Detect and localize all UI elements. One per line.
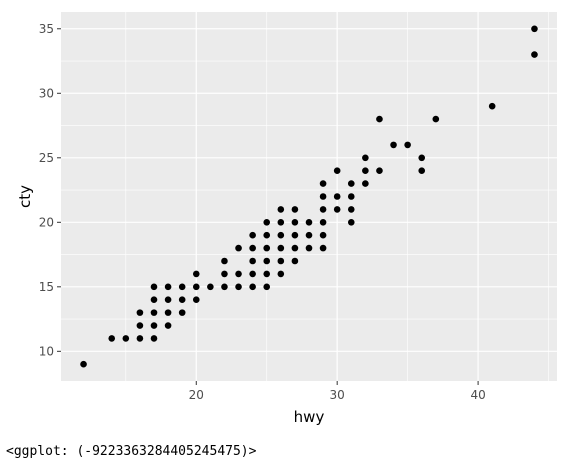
data-point [150,309,158,316]
data-points [80,25,538,368]
data-point [164,283,172,291]
data-point [404,141,411,149]
data-point [80,360,87,368]
data-point [376,167,383,174]
data-point [263,257,271,265]
data-point [136,309,144,316]
data-point [192,270,200,278]
data-point [319,193,327,200]
data-point [150,335,158,342]
data-point [319,206,327,213]
data-point [263,270,271,278]
data-point [319,231,327,239]
ggplot-repr-output: <ggplot: (-9223363284405245475)> [6,444,257,459]
data-point [178,309,186,316]
data-point [221,283,228,291]
data-point [488,102,496,110]
data-point [249,244,256,252]
data-point [277,231,285,239]
y-tick-label: 15 [39,280,54,294]
data-point [150,322,158,329]
data-point [235,283,242,291]
data-point [319,244,327,252]
y-tick-label: 30 [39,86,54,100]
y-axis-title: cty [16,185,34,208]
data-point [432,115,440,123]
data-point [319,219,327,226]
data-point [291,231,299,239]
data-point [164,322,172,329]
data-point [376,115,383,123]
data-point [531,25,538,33]
x-tick-label: 40 [470,388,485,402]
data-point [277,257,285,265]
data-point [221,270,228,278]
data-point [362,154,369,162]
data-point [277,270,285,278]
data-point [390,141,397,149]
data-point [249,231,256,239]
y-tick-label: 20 [39,215,54,229]
data-point [291,244,299,252]
x-axis-title: hwy [294,408,325,426]
data-point [333,193,341,200]
x-tick-label: 20 [189,388,204,402]
y-tick-label: 35 [39,22,54,36]
y-axis-ticks: 10 15 20 25 30 35 [39,22,61,358]
data-point [277,244,285,252]
data-point [277,219,285,226]
data-point [136,335,144,342]
data-point [347,206,355,213]
data-point [178,283,186,291]
minor-gridlines [61,12,557,381]
data-point [333,167,341,174]
data-point [263,244,271,252]
data-point [263,231,271,239]
y-tick-label: 10 [39,344,54,358]
data-point [305,231,313,239]
data-point [418,154,426,162]
scatter-plot: 20 30 40 10 15 20 25 30 35 hwy cty [16,12,557,426]
data-point [347,180,355,187]
data-point [305,244,313,252]
data-point [150,283,158,291]
data-point [291,206,299,213]
data-point [192,296,200,304]
y-tick-label: 25 [39,151,54,165]
data-point [178,296,186,304]
major-gridlines [61,12,557,381]
data-point [319,180,327,187]
data-point [347,219,355,226]
data-point [362,167,369,174]
data-point [207,283,214,291]
x-axis-ticks: 20 30 40 [189,381,486,402]
data-point [164,309,172,316]
data-point [122,335,130,342]
data-point [291,219,299,226]
data-point [249,270,256,278]
data-point [136,322,144,329]
plot-panel [61,12,557,381]
data-point [291,257,299,265]
x-tick-label: 30 [330,388,345,402]
data-point [164,296,172,304]
data-point [305,219,313,226]
data-point [235,244,242,252]
data-point [249,283,256,291]
data-point [263,219,271,226]
data-point [418,167,426,174]
data-point [192,283,200,291]
data-point [333,206,341,213]
data-point [108,335,116,342]
data-point [362,180,369,187]
data-point [150,296,158,304]
data-point [221,257,228,265]
data-point [249,257,256,265]
data-point [531,51,538,58]
data-point [263,283,271,291]
data-point [235,270,242,278]
data-point [347,193,355,200]
data-point [277,206,285,213]
